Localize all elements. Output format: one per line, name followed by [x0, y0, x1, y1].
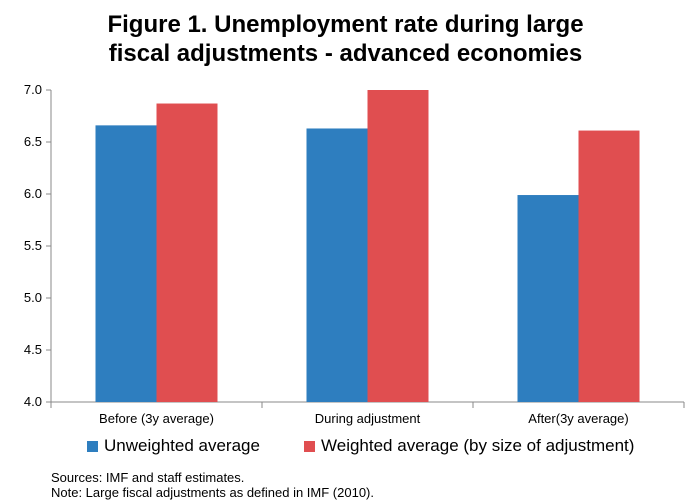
- chart-legend: Unweighted average Weighted average (by …: [0, 436, 691, 458]
- chart-title-line-2: fiscal adjustments - advanced economies: [108, 40, 583, 67]
- chart-notes: Sources: IMF and staff estimates. Note: …: [51, 470, 374, 500]
- y-tick-label-4: 6.0: [24, 186, 42, 201]
- x-tick-label-2: After(3y average): [528, 411, 628, 426]
- x-tick-label-0: Before (3y average): [99, 411, 214, 426]
- legend-item-weighted: Weighted average (by size of adjustment): [304, 436, 634, 456]
- y-tick-label-5: 6.5: [24, 134, 42, 149]
- sources-note: Sources: IMF and staff estimates.: [51, 470, 245, 485]
- bar-weighted-1: [367, 90, 429, 402]
- legend-swatch-weighted: [304, 440, 315, 452]
- y-tick-label-1: 4.5: [24, 342, 42, 357]
- legend-label-weighted: Weighted average (by size of adjustment): [321, 436, 635, 455]
- bar-weighted-0: [156, 103, 218, 403]
- y-tick-label-0: 4.0: [24, 394, 42, 409]
- y-tick-label-6: 7.0: [24, 82, 42, 97]
- bar-unweighted-1: [306, 128, 368, 403]
- chart-title: Figure 1. Unemployment rate during large…: [0, 10, 691, 68]
- legend-item-unweighted: Unweighted average: [87, 436, 260, 456]
- bar-unweighted-2: [517, 195, 579, 402]
- legend-label-unweighted: Unweighted average: [104, 436, 260, 455]
- x-tick-label-1: During adjustment: [315, 411, 421, 426]
- chart-title-line-1: Figure 1. Unemployment rate during large: [107, 11, 584, 38]
- y-tick-label-3: 5.5: [24, 238, 42, 253]
- bar-weighted-2: [578, 130, 640, 402]
- y-tick-label-2: 5.0: [24, 290, 42, 305]
- bar-unweighted-0: [95, 125, 157, 403]
- legend-swatch-unweighted: [87, 440, 98, 452]
- definition-note: Note: Large fiscal adjustments as define…: [51, 485, 374, 500]
